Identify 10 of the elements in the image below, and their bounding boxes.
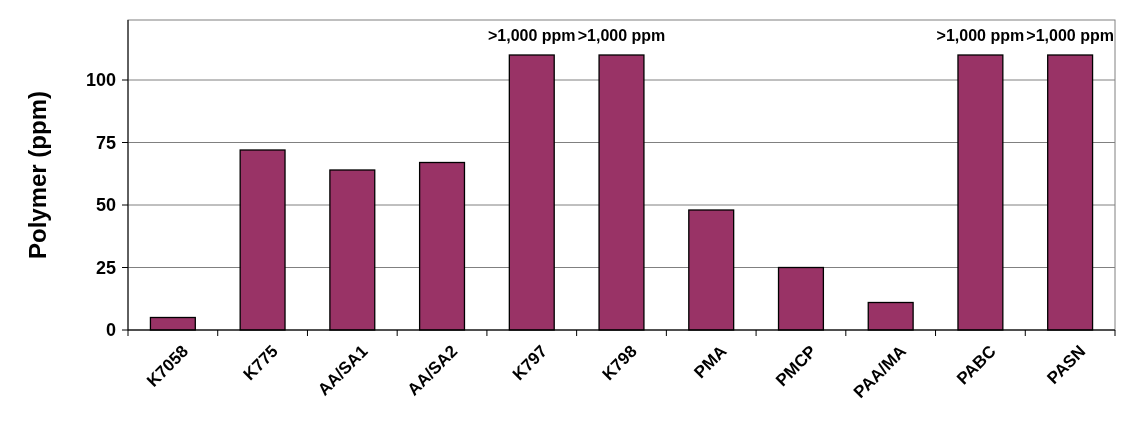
y-tick-label: 0 [105,320,116,341]
y-axis-title: Polymer (ppm) [24,90,51,260]
annotation: >1,000 ppm [1026,27,1114,44]
annotation: >1,000 ppm [936,27,1025,44]
annotation: >1,000 ppm [577,27,666,44]
annotation: >1,000 ppm [487,27,576,44]
y-tick-label: 100 [85,70,116,91]
y-tick-label: 25 [95,257,116,278]
y-tick-label: 50 [95,195,116,216]
y-tick-label: 75 [95,132,116,153]
